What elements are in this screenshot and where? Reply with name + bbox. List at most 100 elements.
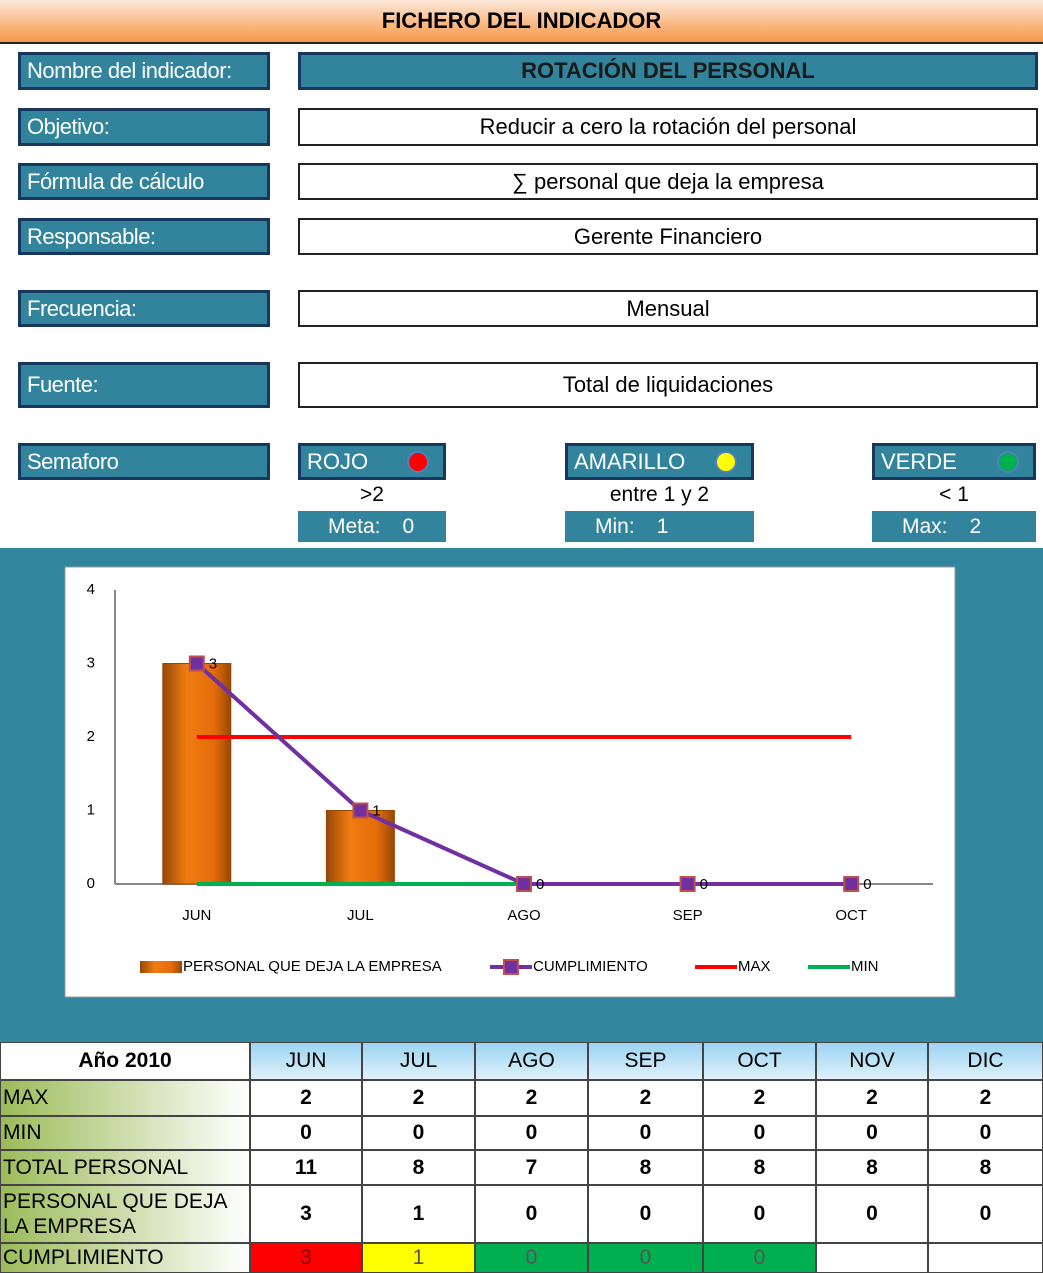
legend-swatch xyxy=(140,961,182,973)
table-cell: 0 xyxy=(703,1185,816,1243)
light-box: AMARILLO xyxy=(565,443,754,480)
light-box: ROJO xyxy=(298,443,446,480)
table-cell xyxy=(816,1243,928,1273)
data-label: 0 xyxy=(700,876,708,893)
table-cell: 0 xyxy=(928,1116,1043,1150)
field-label: Frecuencia: xyxy=(18,290,270,327)
table-cell: 0 xyxy=(362,1116,475,1150)
column-header: SEP xyxy=(588,1042,703,1080)
chart: 0 1 2 3 4 JUN JUL AGO SEP OCT 3 1 0 0 0 PERSONAL QUE DE… xyxy=(64,566,956,998)
table-corner: Año 2010 xyxy=(0,1042,250,1080)
data-label: 0 xyxy=(536,876,544,893)
table-cell: 0 xyxy=(816,1116,928,1150)
light-limit: Meta: 0 xyxy=(298,511,446,542)
row-label: MAX xyxy=(0,1080,250,1116)
column-header: AGO xyxy=(475,1042,588,1080)
light-dot xyxy=(997,451,1019,473)
light-condition: entre 1 y 2 xyxy=(609,483,710,506)
row-label: TOTAL PERSONAL xyxy=(0,1150,250,1185)
bar xyxy=(162,663,232,885)
limit-label: Meta: xyxy=(328,514,381,538)
x-tick-label: JUN xyxy=(182,907,211,924)
legend-label: MAX xyxy=(738,958,771,975)
legend-label: PERSONAL QUE DEJA LA EMPRESA xyxy=(183,958,442,975)
line-marker xyxy=(188,655,205,672)
x-tick-label: JUL xyxy=(347,907,374,924)
light-dot xyxy=(715,451,737,473)
table-cell: 0 xyxy=(816,1185,928,1243)
field-label: Responsable: xyxy=(18,218,270,255)
table-cell: 2 xyxy=(816,1080,928,1116)
title: FICHERO DEL INDICADOR xyxy=(0,0,1043,44)
table-cell: 3 xyxy=(250,1243,362,1273)
light-limit: Max: 2 xyxy=(872,511,1036,542)
legend-marker xyxy=(503,959,519,975)
light-limit: Min: 1 xyxy=(565,511,754,542)
table-cell: 8 xyxy=(816,1150,928,1185)
light-condition: < 1 xyxy=(939,483,969,506)
legend-label: CUMPLIMIENTO xyxy=(533,958,648,975)
row-label: MIN xyxy=(0,1116,250,1150)
x-tick-label: AGO xyxy=(507,907,540,924)
x-tick-label: OCT xyxy=(835,907,867,924)
line-marker xyxy=(516,876,532,892)
legend-label: MIN xyxy=(851,958,879,975)
table-cell: 2 xyxy=(362,1080,475,1116)
light-name: AMARILLO xyxy=(574,448,686,474)
field-value: Total de liquidaciones xyxy=(298,362,1038,408)
limit-value: 1 xyxy=(656,514,669,538)
field-value: Reducir a cero la rotación del personal xyxy=(298,108,1038,146)
y-tick-label: 4 xyxy=(87,581,95,598)
limit-value: 0 xyxy=(402,514,415,538)
table-cell: 7 xyxy=(475,1150,588,1185)
table-cell: 8 xyxy=(703,1150,816,1185)
table-cell: 0 xyxy=(250,1116,362,1150)
light-condition: >2 xyxy=(360,483,384,506)
table-cell: 2 xyxy=(928,1080,1043,1116)
table-cell: 3 xyxy=(250,1185,362,1243)
column-header: JUL xyxy=(362,1042,475,1080)
y-tick-label: 3 xyxy=(87,654,95,671)
row-label: CUMPLIMIENTO xyxy=(0,1243,250,1273)
field-label: Nombre del indicador: xyxy=(18,52,270,90)
y-tick-label: 0 xyxy=(87,875,95,892)
table-cell: 8 xyxy=(588,1150,703,1185)
table-cell: 8 xyxy=(362,1150,475,1185)
line-marker xyxy=(352,802,369,819)
column-header: DIC xyxy=(928,1042,1043,1080)
table-cell: 0 xyxy=(703,1243,816,1273)
limit-label: Min: xyxy=(595,514,635,538)
column-header: JUN xyxy=(250,1042,362,1080)
y-tick-label: 1 xyxy=(87,801,95,818)
field-value: ∑ personal que deja la empresa xyxy=(298,163,1038,200)
light-box: VERDE xyxy=(872,443,1036,480)
data-label: 3 xyxy=(209,655,217,672)
table-cell: 0 xyxy=(928,1185,1043,1243)
limit-value: 2 xyxy=(969,514,982,538)
column-header: NOV xyxy=(816,1042,928,1080)
y-tick-label: 2 xyxy=(87,728,95,745)
field-label: Fórmula de cálculo xyxy=(18,163,270,200)
data-label: 0 xyxy=(863,876,871,893)
field-value: ROTACIÓN DEL PERSONAL xyxy=(298,52,1038,90)
table-cell: 1 xyxy=(362,1185,475,1243)
table-cell: 2 xyxy=(703,1080,816,1116)
table-cell: 0 xyxy=(703,1116,816,1150)
table-cell: 0 xyxy=(588,1116,703,1150)
light-name: VERDE xyxy=(881,448,957,474)
table-cell: 0 xyxy=(475,1243,588,1273)
field-label: Fuente: xyxy=(18,362,270,408)
limit-label: Max: xyxy=(902,514,948,538)
table-cell: 0 xyxy=(475,1185,588,1243)
table-cell: 0 xyxy=(588,1243,703,1273)
row-label: PERSONAL QUE DEJA LA EMPRESA xyxy=(0,1185,250,1243)
x-tick-label: SEP xyxy=(673,907,703,924)
light-name: ROJO xyxy=(307,448,369,474)
table-cell: 1 xyxy=(362,1243,475,1273)
table-cell: 8 xyxy=(928,1150,1043,1185)
field-value: Gerente Financiero xyxy=(298,218,1038,255)
field-label: Objetivo: xyxy=(18,108,270,146)
light-dot xyxy=(407,451,429,473)
field-value: Mensual xyxy=(298,290,1038,327)
